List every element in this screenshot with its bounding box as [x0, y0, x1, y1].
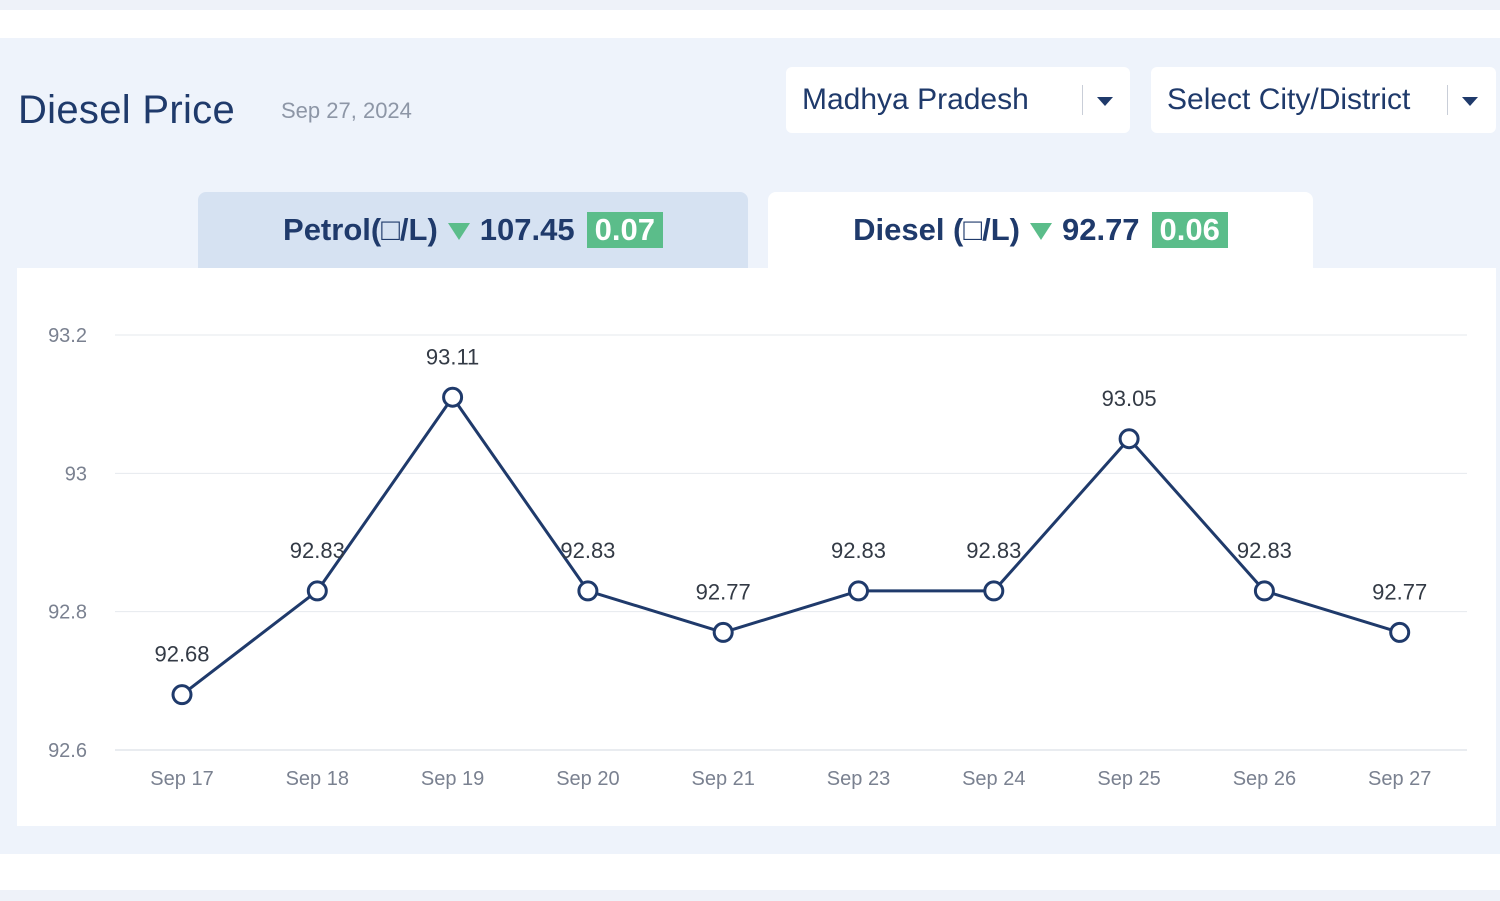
state-dropdown-label: Madhya Pradesh — [802, 83, 1029, 116]
tab-petrol-price: 107.45 — [479, 212, 575, 247]
data-label: 93.11 — [426, 344, 479, 369]
trend-down-icon — [447, 223, 470, 241]
y-tick-label: 93 — [65, 463, 87, 485]
data-point — [1253, 580, 1275, 602]
x-tick-label: Sep 18 — [286, 768, 349, 790]
tab-petrol-change-badge: 0.07 — [586, 212, 663, 248]
data-label: 92.83 — [966, 538, 1021, 563]
tab-diesel-change-badge: 0.06 — [1151, 212, 1228, 248]
data-point — [1118, 428, 1140, 450]
data-point — [442, 386, 464, 408]
data-point — [171, 684, 193, 706]
x-tick-label: Sep 20 — [556, 768, 619, 790]
x-tick-label: Sep 24 — [962, 768, 1025, 790]
city-dropdown[interactable]: Select City/District — [1151, 67, 1496, 133]
bottom-strip — [0, 890, 1500, 901]
tab-petrol-label: Petrol(□/L) — [283, 212, 438, 247]
data-point — [983, 580, 1005, 602]
y-tick-label: 92.8 — [48, 602, 87, 624]
chevron-down-icon[interactable] — [1097, 97, 1113, 106]
data-label: 92.83 — [560, 538, 615, 563]
x-tick-label: Sep 19 — [421, 768, 484, 790]
data-point — [1389, 621, 1411, 643]
city-dropdown-label: Select City/District — [1167, 83, 1411, 116]
page-date: Sep 27, 2024 — [281, 98, 412, 123]
data-label: 92.83 — [831, 538, 886, 563]
series-line — [181, 395, 1401, 696]
tab-diesel[interactable]: Diesel (□/L) 92.77 0.06 — [768, 192, 1313, 270]
data-label: 92.77 — [696, 579, 751, 604]
data-point — [577, 580, 599, 602]
x-tick-label: Sep 21 — [692, 768, 755, 790]
chevron-down-icon[interactable] — [1462, 97, 1478, 106]
tab-diesel-content: Diesel (□/L) 92.77 0.06 — [768, 212, 1313, 248]
data-label: 93.05 — [1102, 386, 1157, 411]
y-tick-label: 92.6 — [48, 740, 87, 762]
data-point — [306, 580, 328, 602]
x-tick-label: Sep 23 — [827, 768, 890, 790]
page-title: Diesel Price — [18, 88, 235, 132]
x-tick-label: Sep 17 — [150, 768, 213, 790]
data-point — [712, 621, 734, 643]
top-strip — [0, 0, 1500, 10]
data-label: 92.77 — [1372, 579, 1427, 604]
state-dropdown[interactable]: Madhya Pradesh — [786, 67, 1130, 133]
y-tick-label: 93.2 — [48, 325, 87, 347]
tab-petrol-content: Petrol(□/L) 107.45 0.07 — [198, 212, 748, 248]
data-label: 92.83 — [1237, 538, 1292, 563]
data-label: 92.83 — [290, 538, 345, 563]
dropdown-separator — [1082, 85, 1083, 115]
data-label: 92.68 — [154, 642, 209, 667]
dropdown-separator — [1447, 85, 1448, 115]
tab-petrol[interactable]: Petrol(□/L) 107.45 0.07 — [198, 192, 748, 270]
tab-diesel-price: 92.77 — [1061, 212, 1140, 247]
x-tick-label: Sep 25 — [1097, 768, 1160, 790]
data-point — [848, 580, 869, 602]
trend-down-icon — [1029, 223, 1052, 241]
x-tick-label: Sep 27 — [1368, 768, 1431, 790]
x-tick-label: Sep 26 — [1233, 768, 1296, 790]
tab-diesel-label: Diesel (□/L) — [853, 212, 1020, 247]
chart-card: 93.2 93 92.8 92.6 Sep 17 Sep 18 Sep 19 Sep 20 Se… — [17, 268, 1496, 826]
diesel-price-chart: 93.2 93 92.8 92.6 Sep 17 Sep 18 Sep 19 Sep 20 Se… — [48, 325, 1467, 790]
